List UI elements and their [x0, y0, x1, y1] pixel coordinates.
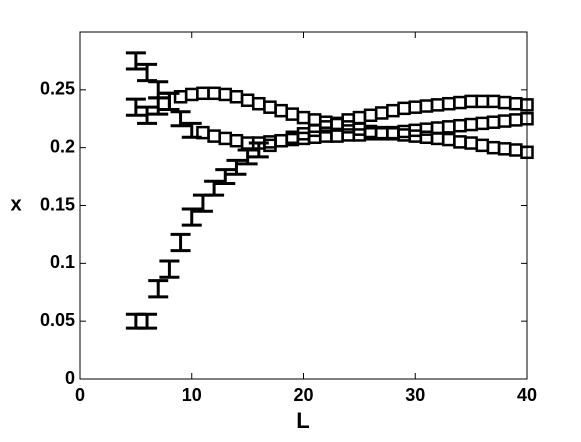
marker	[419, 122, 434, 136]
marker	[419, 99, 434, 113]
marker	[475, 116, 490, 131]
x-tick-label: 30	[405, 385, 425, 405]
error-bar	[125, 51, 146, 71]
error-bar	[148, 96, 169, 116]
marker	[397, 128, 411, 142]
marker	[497, 95, 512, 110]
y-tick-label: 0.15	[40, 194, 75, 214]
marker	[464, 94, 478, 109]
error-bar	[137, 312, 158, 330]
error-bar	[125, 312, 146, 330]
marker	[442, 132, 456, 147]
marker	[341, 128, 355, 142]
marker	[442, 96, 456, 111]
marker	[397, 101, 411, 116]
marker	[509, 113, 523, 127]
error-bar	[170, 110, 191, 128]
marker	[352, 110, 367, 125]
marker	[285, 107, 300, 121]
marker	[419, 130, 434, 145]
error-bar	[170, 232, 191, 253]
error-bar	[148, 80, 169, 100]
error-bar	[159, 259, 180, 279]
marker	[386, 103, 400, 118]
marker	[464, 117, 478, 132]
marker	[274, 103, 288, 118]
marker	[196, 86, 210, 101]
y-tick-label: 0.1	[50, 252, 75, 272]
x-axis-label: L	[296, 408, 309, 433]
marker	[374, 106, 389, 120]
marker	[229, 133, 244, 148]
marker	[497, 114, 512, 128]
marker	[240, 93, 255, 107]
marker	[397, 124, 411, 139]
marker	[486, 115, 501, 129]
marker	[218, 131, 233, 146]
error-bar	[125, 97, 146, 117]
y-tick-label: 0.05	[40, 310, 75, 330]
x-tick-label: 10	[182, 385, 202, 405]
error-bar	[137, 62, 158, 83]
y-tick-label: 0.25	[40, 79, 75, 99]
error-bar	[204, 179, 225, 197]
marker	[330, 129, 344, 143]
x-tick-label: 20	[293, 385, 313, 405]
error-bar	[181, 207, 202, 227]
error-bar	[237, 148, 258, 166]
marker	[363, 108, 378, 123]
marker	[509, 96, 523, 111]
error-bar	[148, 279, 169, 299]
marker	[229, 90, 244, 104]
error-bar	[215, 168, 236, 186]
x-tick-label: 40	[517, 385, 537, 405]
marker	[408, 100, 422, 114]
marker	[263, 138, 277, 153]
x-tick-label: 0	[75, 385, 85, 405]
marker	[453, 118, 467, 133]
marker	[263, 100, 277, 114]
marker	[497, 142, 512, 156]
marker	[453, 95, 467, 110]
marker	[341, 120, 355, 134]
marker	[442, 120, 456, 134]
marker	[520, 98, 534, 112]
marker	[520, 112, 534, 126]
marker	[486, 94, 501, 109]
marker	[252, 96, 266, 111]
error-bar	[226, 158, 247, 176]
marker	[307, 130, 322, 145]
marker	[486, 140, 501, 155]
marker	[207, 86, 221, 101]
marker	[274, 133, 288, 148]
error-bar	[137, 105, 158, 125]
y-tick-label: 0.2	[50, 136, 75, 156]
marker	[274, 133, 288, 148]
marker	[341, 113, 355, 127]
marker	[453, 135, 467, 149]
marker	[207, 129, 221, 143]
y-axis-label: x	[10, 193, 21, 215]
marker	[464, 136, 478, 150]
marker	[509, 143, 523, 157]
marker	[296, 110, 311, 125]
marker	[475, 94, 490, 109]
marker	[185, 87, 199, 102]
marker	[218, 87, 233, 102]
marker	[430, 98, 445, 112]
y-tick-label: 0	[65, 368, 75, 388]
marker	[520, 145, 534, 160]
marker	[475, 138, 490, 153]
